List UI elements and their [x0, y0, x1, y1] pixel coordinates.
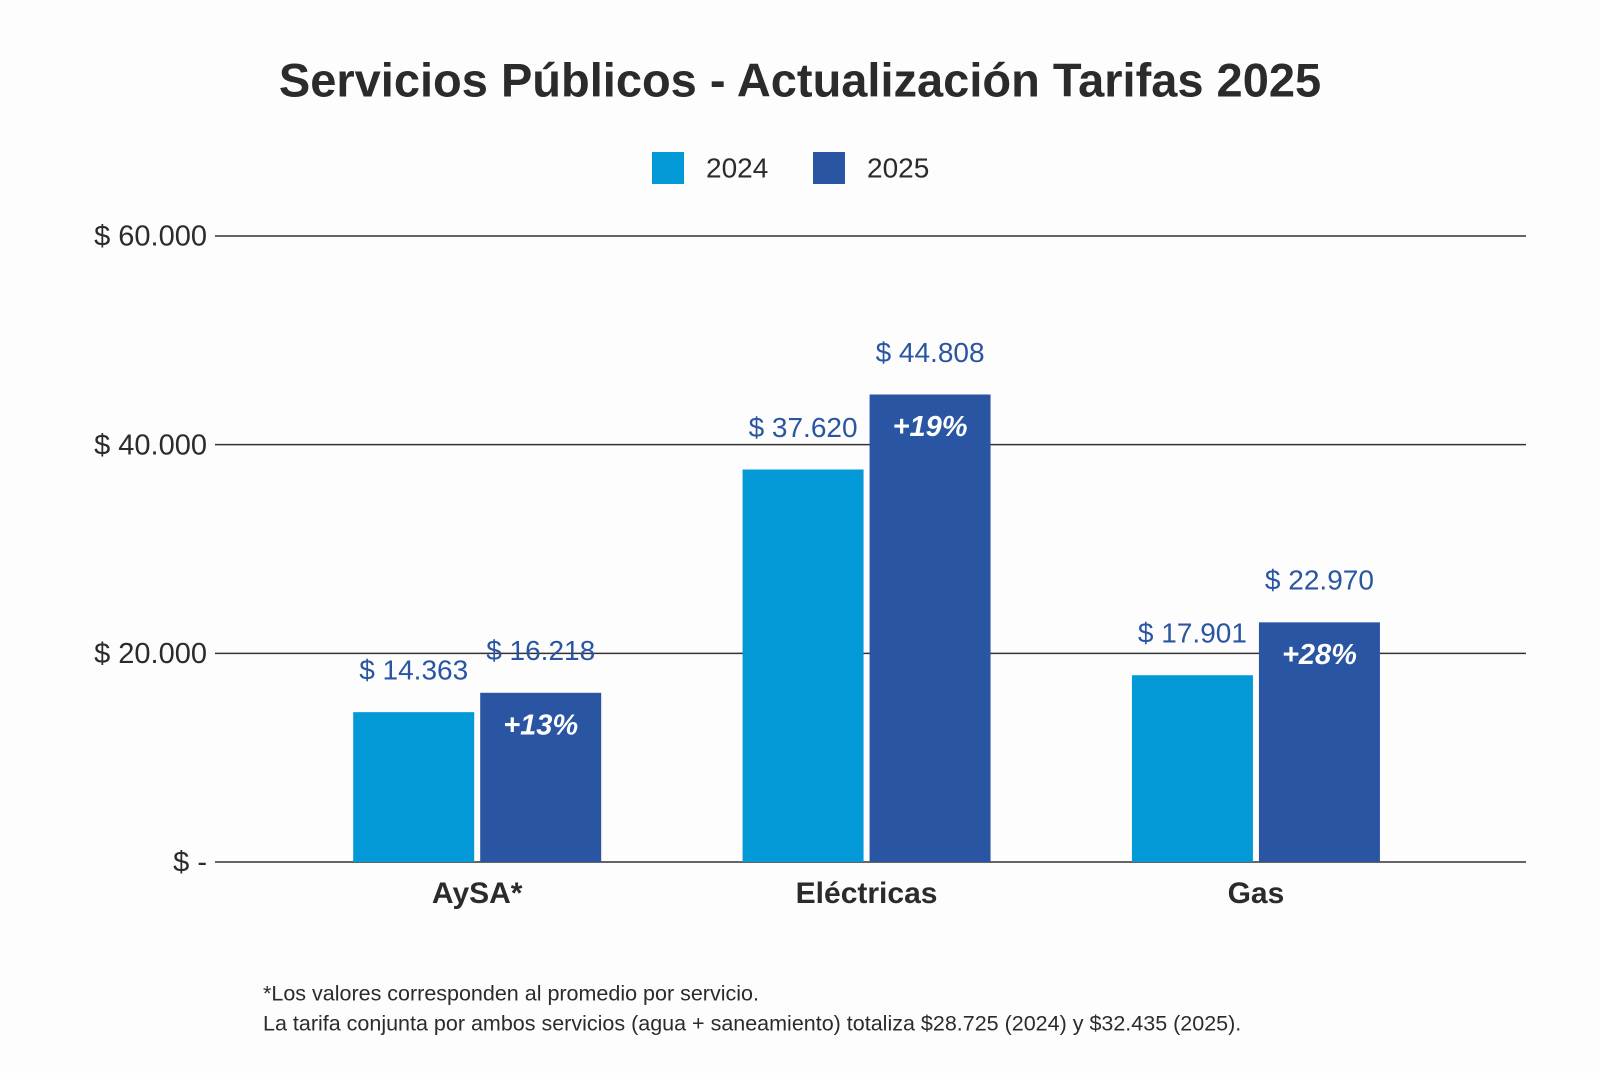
legend-label: 2024 [706, 152, 768, 183]
change-annotation: +19% [893, 411, 968, 443]
x-tick-label: Gas [1228, 877, 1285, 910]
legend-swatch [652, 152, 684, 184]
value-label: $ 17.901 [1138, 618, 1247, 649]
y-tick-label: $ 20.000 [94, 638, 207, 670]
chart-title: Servicios Públicos - Actualización Tarif… [279, 53, 1321, 106]
footnote: *Los valores corresponden al promedio po… [263, 982, 759, 1006]
x-tick-label: AySA* [432, 877, 523, 910]
legend-label: 2025 [867, 152, 929, 183]
y-tick-label: $ - [173, 847, 207, 879]
change-annotation: +13% [503, 709, 578, 741]
bar [742, 469, 864, 862]
change-annotation: +28% [1282, 639, 1357, 671]
y-tick-label: $ 40.000 [94, 429, 207, 461]
bar [1258, 622, 1380, 862]
footnote: La tarifa conjunta por ambos servicios (… [263, 1012, 1241, 1036]
y-tick-label: $ 60.000 [94, 221, 207, 253]
value-label: $ 16.218 [486, 635, 595, 666]
value-label: $ 44.808 [876, 337, 985, 368]
bar [869, 394, 991, 862]
bar [1131, 675, 1253, 862]
value-label: $ 37.620 [749, 412, 858, 443]
legend-swatch [813, 152, 845, 184]
value-label: $ 14.363 [359, 655, 468, 686]
bar [480, 692, 602, 862]
bar [353, 712, 475, 862]
x-tick-label: Eléctricas [796, 877, 938, 910]
value-label: $ 22.970 [1265, 565, 1374, 596]
